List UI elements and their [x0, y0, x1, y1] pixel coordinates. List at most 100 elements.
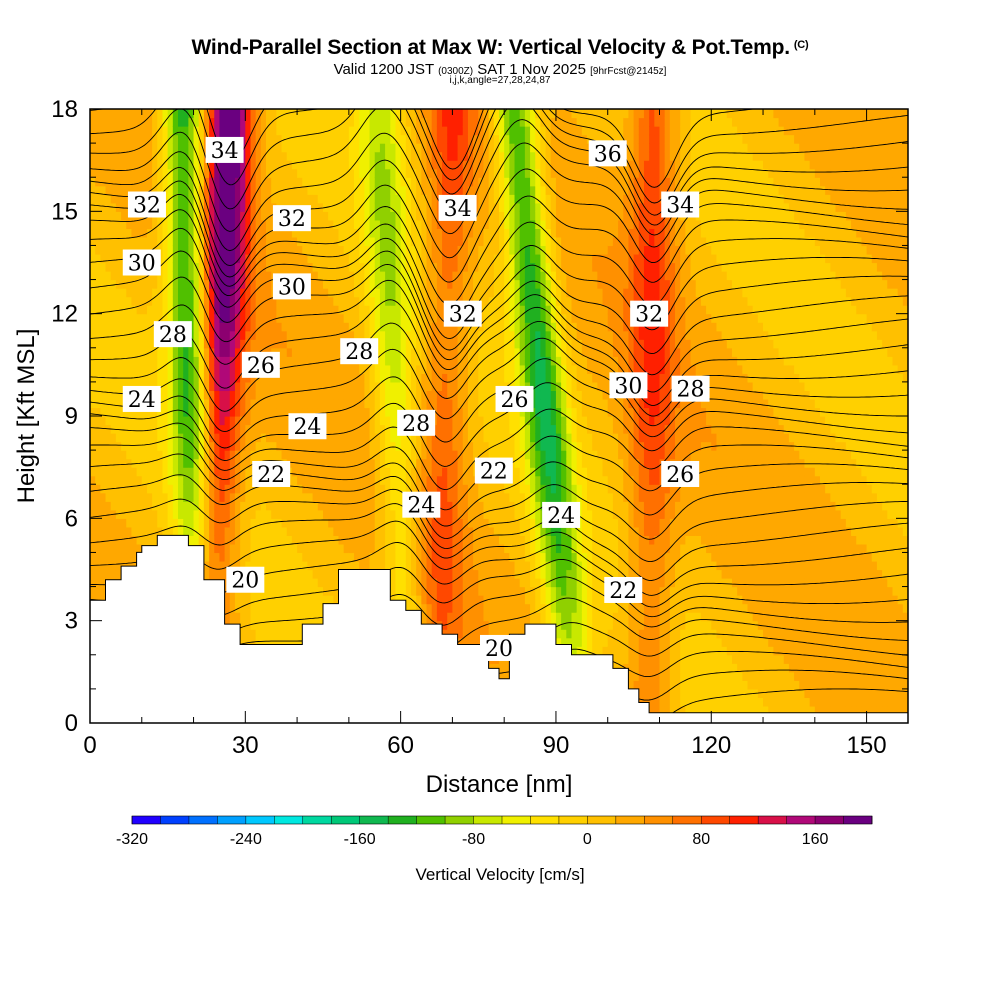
field-cell [359, 185, 365, 195]
field-cell [224, 279, 231, 289]
field-cell [338, 194, 345, 204]
field-cell [209, 441, 215, 451]
field-cell [260, 219, 267, 229]
field-cell [172, 467, 179, 477]
field-cell [436, 134, 443, 144]
field-cell [105, 219, 112, 229]
field-cell [209, 185, 215, 195]
field-cell [374, 501, 381, 511]
field-cell [317, 364, 324, 374]
field-cell [131, 518, 138, 528]
field-cell [121, 160, 127, 170]
field-cell [338, 143, 345, 153]
field-cell [240, 450, 246, 460]
field-cell [95, 313, 101, 323]
field-cell [146, 288, 153, 298]
field-cell [307, 501, 314, 511]
field-cell [136, 236, 143, 247]
field-cell [136, 424, 143, 434]
field-cell [250, 492, 257, 502]
field-cell [136, 416, 143, 426]
field-cell [219, 364, 226, 374]
field-cell [121, 296, 127, 306]
field-cell [157, 109, 164, 119]
field-cell [317, 458, 324, 468]
field-cell [224, 296, 231, 306]
field-cell [297, 109, 303, 119]
field-cell [307, 398, 314, 409]
field-cell [359, 211, 365, 221]
field-cell [105, 143, 112, 153]
field-cell [291, 296, 298, 306]
field-cell [157, 364, 164, 374]
field-cell [183, 177, 189, 187]
field-cell [400, 398, 407, 409]
field-cell [100, 578, 107, 588]
field-cell [291, 313, 298, 323]
field-cell [385, 134, 391, 144]
field-cell [276, 381, 283, 392]
field-cell [271, 441, 277, 451]
field-cell [421, 543, 428, 554]
field-cell [157, 407, 164, 417]
field-cell [121, 347, 127, 357]
field-cell [131, 424, 138, 434]
field-cell [312, 347, 319, 357]
field-cell [115, 211, 122, 221]
field-cell [110, 168, 117, 178]
field-cell [328, 518, 334, 528]
field-cell [343, 398, 350, 409]
field-cell [266, 441, 272, 451]
field-cell [240, 381, 246, 392]
field-cell [203, 211, 210, 221]
field-cell [255, 168, 262, 178]
field-cell [442, 339, 448, 349]
field-cell [271, 629, 277, 639]
field-cell [307, 236, 314, 247]
field-cell [255, 313, 262, 323]
field-cell [307, 185, 314, 195]
field-cell [255, 194, 262, 204]
field-cell [229, 288, 236, 298]
field-cell [260, 202, 267, 212]
field-cell [167, 475, 174, 485]
field-cell [379, 236, 386, 247]
field-cell [214, 518, 221, 528]
field-cell [379, 194, 386, 204]
field-cell [302, 390, 309, 400]
field-cell [172, 313, 179, 323]
field-cell [348, 296, 355, 306]
field-cell [126, 450, 133, 460]
field-cell [328, 262, 334, 272]
field-cell [100, 296, 107, 306]
field-cell [250, 322, 257, 332]
field-cell [105, 185, 112, 195]
field-cell [224, 526, 231, 536]
field-cell [178, 117, 184, 127]
field-cell [95, 279, 101, 289]
field-cell [167, 433, 174, 443]
field-cell [121, 339, 127, 349]
field-cell [100, 339, 107, 349]
field-cell [312, 211, 319, 221]
field-cell [152, 160, 158, 170]
field-cell [198, 433, 205, 443]
field-cell [276, 603, 283, 613]
field-cell [203, 467, 210, 477]
field-cell [390, 595, 397, 605]
field-cell [348, 501, 355, 511]
field-cell [354, 398, 360, 409]
field-cell [100, 245, 107, 255]
field-cell [291, 109, 298, 119]
field-cell [421, 475, 428, 485]
field-cell [364, 313, 371, 323]
field-cell [312, 228, 319, 238]
field-cell [188, 407, 195, 417]
field-cell [240, 262, 246, 272]
field-cell [245, 236, 252, 247]
field-cell [141, 424, 148, 434]
field-cell [395, 262, 402, 272]
field-cell [338, 126, 345, 136]
field-cell [255, 629, 262, 639]
field-cell [146, 185, 153, 195]
